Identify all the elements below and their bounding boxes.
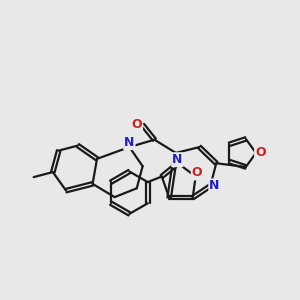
Text: N: N	[124, 136, 135, 149]
Text: N: N	[209, 179, 220, 192]
Text: O: O	[131, 118, 142, 131]
Text: O: O	[192, 167, 203, 179]
Text: O: O	[255, 146, 266, 159]
Text: N: N	[172, 153, 183, 166]
